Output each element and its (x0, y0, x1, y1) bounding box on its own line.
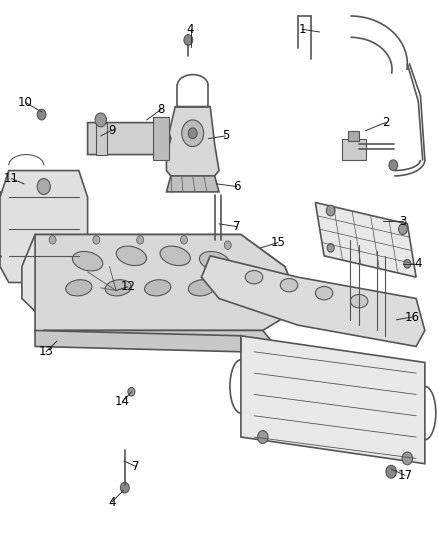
Text: 11: 11 (4, 172, 19, 185)
Text: 4: 4 (187, 23, 194, 36)
Circle shape (128, 387, 135, 396)
Circle shape (37, 109, 46, 120)
Polygon shape (88, 123, 171, 155)
Polygon shape (35, 330, 241, 352)
Circle shape (182, 120, 204, 147)
Bar (153, 117, 169, 160)
Ellipse shape (72, 252, 103, 271)
Polygon shape (44, 330, 276, 346)
Text: 16: 16 (404, 311, 419, 324)
Text: 13: 13 (39, 345, 53, 358)
Text: 3: 3 (399, 215, 406, 228)
Circle shape (326, 205, 335, 216)
Circle shape (399, 224, 407, 235)
Circle shape (386, 465, 396, 478)
Ellipse shape (188, 280, 215, 296)
Text: 17: 17 (398, 469, 413, 482)
Text: 8: 8 (158, 103, 165, 116)
Circle shape (258, 431, 268, 443)
Ellipse shape (280, 279, 298, 292)
Circle shape (95, 113, 106, 127)
Text: 10: 10 (18, 96, 33, 109)
Polygon shape (166, 176, 219, 192)
Ellipse shape (350, 294, 368, 308)
Circle shape (184, 35, 193, 45)
Ellipse shape (66, 280, 92, 296)
Ellipse shape (315, 287, 333, 300)
Circle shape (188, 128, 197, 139)
Circle shape (180, 236, 187, 244)
Bar (96, 123, 107, 155)
Circle shape (120, 482, 129, 493)
Circle shape (93, 236, 100, 244)
Bar (348, 131, 359, 141)
Polygon shape (241, 336, 425, 464)
Circle shape (327, 244, 334, 252)
Ellipse shape (105, 280, 131, 296)
Text: 9: 9 (108, 124, 116, 136)
Ellipse shape (160, 246, 191, 265)
Polygon shape (0, 171, 88, 282)
Text: 7: 7 (132, 460, 140, 473)
Text: 15: 15 (271, 236, 286, 249)
Ellipse shape (199, 252, 230, 271)
Ellipse shape (245, 271, 263, 284)
Polygon shape (166, 107, 219, 181)
Bar (342, 139, 366, 160)
Text: 7: 7 (233, 220, 240, 233)
Circle shape (402, 452, 413, 465)
Text: 2: 2 (381, 116, 389, 129)
Text: 4: 4 (414, 257, 422, 270)
Text: 4: 4 (108, 496, 116, 508)
Polygon shape (201, 256, 425, 346)
Text: 12: 12 (120, 280, 135, 293)
Circle shape (389, 160, 398, 171)
Circle shape (224, 241, 231, 249)
Ellipse shape (145, 280, 171, 296)
Text: 5: 5 (222, 130, 229, 142)
Ellipse shape (116, 246, 147, 265)
Polygon shape (35, 235, 298, 341)
Text: 1: 1 (298, 23, 306, 36)
Text: 6: 6 (233, 180, 240, 193)
Polygon shape (22, 235, 298, 320)
Circle shape (49, 236, 56, 244)
Circle shape (404, 260, 411, 268)
Polygon shape (315, 203, 416, 277)
Circle shape (37, 253, 50, 269)
Circle shape (37, 179, 50, 195)
Text: 14: 14 (115, 395, 130, 408)
Ellipse shape (250, 290, 276, 306)
Ellipse shape (223, 285, 250, 301)
Circle shape (137, 236, 144, 244)
